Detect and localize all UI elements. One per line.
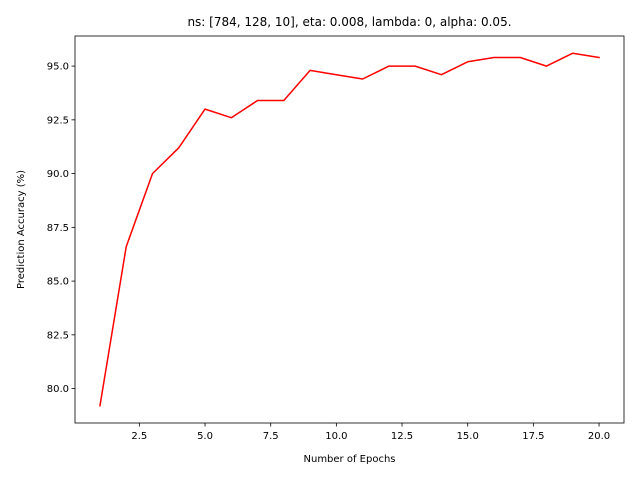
axis-ticks: 2.5 5.0 7.5 10.0 12.5 15.0 17.5 20.0 80.0 82.5 85.… (47, 62, 610, 442)
axes-frame (74, 35, 625, 424)
plot-area (74, 35, 625, 424)
x-axis-label: Number of Epochs (304, 454, 396, 465)
y-tick-label: 80.0 (47, 384, 69, 395)
x-tick-label: 10.0 (325, 431, 347, 442)
x-tick-label: 7.5 (263, 431, 279, 442)
y-tick-label: 92.5 (47, 115, 69, 126)
y-axis-label: Prediction Accuracy (%) (16, 170, 27, 289)
chart-title: ns: [784, 128, 10], eta: 0.008, lambda: … (187, 15, 511, 29)
y-tick-label: 87.5 (47, 223, 69, 234)
x-tick-label: 15.0 (457, 431, 479, 442)
y-tick-label: 85.0 (47, 277, 69, 288)
x-tick-label: 12.5 (391, 431, 413, 442)
y-tick-label: 90.0 (47, 169, 69, 180)
x-tick-label: 2.5 (131, 431, 147, 442)
x-tick-label: 17.5 (522, 431, 544, 442)
y-tick-label: 82.5 (47, 330, 69, 341)
y-tick-label: 95.0 (47, 62, 69, 73)
x-tick-label: 5.0 (197, 431, 213, 442)
series-line-0 (99, 52, 600, 407)
x-tick-label: 20.0 (588, 431, 610, 442)
